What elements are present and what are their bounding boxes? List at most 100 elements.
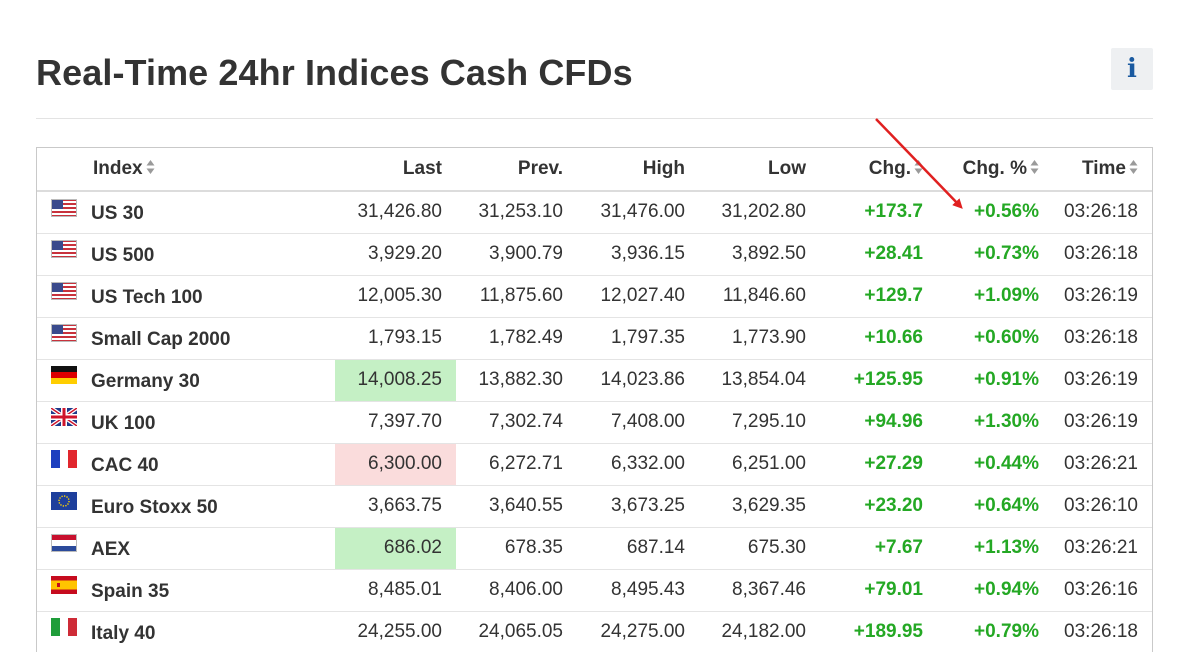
chg-pct-cell: +0.60% bbox=[937, 317, 1053, 360]
index-name-link[interactable]: Euro Stoxx 50 bbox=[91, 496, 218, 518]
prev-cell: 3,640.55 bbox=[456, 485, 577, 528]
high-cell: 14,023.86 bbox=[577, 359, 699, 402]
high-cell: 24,275.00 bbox=[577, 611, 699, 652]
page-title: Real-Time 24hr Indices Cash CFDs bbox=[36, 52, 633, 93]
table-row[interactable]: AEX 686.02 678.35 687.14 675.30 +7.67 +1.13% 03… bbox=[37, 527, 1152, 570]
chg-pct-cell: +1.13% bbox=[937, 527, 1053, 570]
index-name-link[interactable]: US 30 bbox=[91, 203, 144, 225]
chg-cell: +7.67 bbox=[820, 527, 937, 570]
table-row[interactable]: Spain 35 8,485.01 8,406.00 8,495.43 8,367.46… bbox=[37, 569, 1152, 612]
low-cell: 24,182.00 bbox=[699, 611, 820, 652]
low-cell: 675.30 bbox=[699, 527, 820, 570]
last-cell: 7,397.70 bbox=[335, 401, 456, 444]
index-name-cell[interactable]: CAC 40 bbox=[37, 443, 335, 486]
index-name-cell[interactable]: Germany 30 bbox=[37, 359, 335, 402]
index-name-cell[interactable]: Italy 40 bbox=[37, 611, 335, 652]
last-cell: 3,663.75 bbox=[335, 485, 456, 528]
chg-cell: +23.20 bbox=[820, 485, 937, 528]
table-row[interactable]: UK 100 7,397.70 7,302.74 7,408.00 7,295.10 +9… bbox=[37, 401, 1152, 444]
low-cell: 13,854.04 bbox=[699, 359, 820, 402]
index-name-link[interactable]: Italy 40 bbox=[91, 622, 156, 644]
france-flag-icon bbox=[51, 450, 77, 474]
prev-cell: 11,875.60 bbox=[456, 275, 577, 318]
chg-cell: +189.95 bbox=[820, 611, 937, 652]
table-row[interactable]: CAC 40 6,300.00 6,272.71 6,332.00 6,251.00 +2… bbox=[37, 443, 1152, 486]
prev-cell: 13,882.30 bbox=[456, 359, 577, 402]
sort-icon bbox=[1030, 160, 1039, 175]
last-cell: 686.02 bbox=[335, 527, 456, 570]
table-header-row: Index Last Prev. High Low Chg. Chg. % Ti… bbox=[37, 148, 1152, 192]
italy-flag-icon bbox=[51, 618, 77, 642]
table-body: US 30 31,426.80 31,253.10 31,476.00 31,202.8… bbox=[37, 191, 1152, 652]
index-name-cell[interactable]: US 30 bbox=[37, 191, 335, 234]
last-cell: 12,005.30 bbox=[335, 275, 456, 318]
index-name-link[interactable]: Spain 35 bbox=[91, 580, 170, 602]
column-header-last[interactable]: Last bbox=[335, 148, 456, 192]
column-header-low[interactable]: Low bbox=[699, 148, 820, 192]
sort-icon bbox=[914, 160, 923, 175]
index-name-link[interactable]: AEX bbox=[91, 538, 131, 560]
chg-pct-cell: +0.44% bbox=[937, 443, 1053, 486]
table-row[interactable]: US 30 31,426.80 31,253.10 31,476.00 31,202.8… bbox=[37, 191, 1152, 234]
germany-flag-icon bbox=[51, 366, 77, 390]
time-cell: 03:26:19 bbox=[1053, 275, 1152, 318]
chg-pct-cell: +0.64% bbox=[937, 485, 1053, 528]
table-row[interactable]: Italy 40 24,255.00 24,065.05 24,275.00 24,18… bbox=[37, 611, 1152, 652]
index-name-cell[interactable]: US 500 bbox=[37, 233, 335, 276]
high-cell: 12,027.40 bbox=[577, 275, 699, 318]
last-cell: 6,300.00 bbox=[335, 443, 456, 486]
index-name-link[interactable]: US 500 bbox=[91, 244, 155, 266]
table-row[interactable]: Small Cap 2000 1,793.15 1,782.49 1,797.35 1,… bbox=[37, 317, 1152, 360]
netherlands-flag-icon bbox=[51, 534, 77, 558]
low-cell: 7,295.10 bbox=[699, 401, 820, 444]
last-cell: 3,929.20 bbox=[335, 233, 456, 276]
low-cell: 3,892.50 bbox=[699, 233, 820, 276]
sort-icon bbox=[146, 160, 155, 175]
table-row[interactable]: Germany 30 14,008.25 13,882.30 14,023.86 13,… bbox=[37, 359, 1152, 402]
time-cell: 03:26:18 bbox=[1053, 191, 1152, 234]
index-name-link[interactable]: CAC 40 bbox=[91, 454, 159, 476]
index-name-link[interactable]: UK 100 bbox=[91, 412, 156, 434]
prev-cell: 3,900.79 bbox=[456, 233, 577, 276]
info-icon[interactable]: i bbox=[1111, 48, 1153, 90]
column-header-chg-pct[interactable]: Chg. % bbox=[937, 148, 1053, 192]
us-flag-icon bbox=[51, 198, 77, 223]
index-name-link[interactable]: Small Cap 2000 bbox=[91, 328, 231, 350]
table-row[interactable]: Euro Stoxx 50 3,663.75 3,640.55 3,673.25 3,6… bbox=[37, 485, 1152, 528]
index-name-link[interactable]: Germany 30 bbox=[91, 370, 200, 392]
low-cell: 1,773.90 bbox=[699, 317, 820, 360]
time-cell: 03:26:18 bbox=[1053, 317, 1152, 360]
time-cell: 03:26:18 bbox=[1053, 611, 1152, 652]
table-row[interactable]: US 500 3,929.20 3,900.79 3,936.15 3,892.50 +2… bbox=[37, 233, 1152, 276]
chg-cell: +129.7 bbox=[820, 275, 937, 318]
index-name-cell[interactable]: Spain 35 bbox=[37, 569, 335, 612]
indices-table-container: Index Last Prev. High Low Chg. Chg. % Ti… bbox=[36, 147, 1153, 652]
index-name-cell[interactable]: UK 100 bbox=[37, 401, 335, 444]
prev-cell: 31,253.10 bbox=[456, 191, 577, 234]
index-name-cell[interactable]: Euro Stoxx 50 bbox=[37, 485, 335, 528]
chg-pct-cell: +0.73% bbox=[937, 233, 1053, 276]
table-row[interactable]: US Tech 100 12,005.30 11,875.60 12,027.40 11… bbox=[37, 275, 1152, 318]
chg-cell: +28.41 bbox=[820, 233, 937, 276]
column-header-time[interactable]: Time bbox=[1053, 148, 1152, 192]
last-cell: 1,793.15 bbox=[335, 317, 456, 360]
low-cell: 8,367.46 bbox=[699, 569, 820, 612]
prev-cell: 24,065.05 bbox=[456, 611, 577, 652]
column-header-index[interactable]: Index bbox=[37, 148, 335, 192]
column-header-prev[interactable]: Prev. bbox=[456, 148, 577, 192]
column-header-chg[interactable]: Chg. bbox=[820, 148, 937, 192]
column-header-high[interactable]: High bbox=[577, 148, 699, 192]
index-name-cell[interactable]: US Tech 100 bbox=[37, 275, 335, 318]
high-cell: 8,495.43 bbox=[577, 569, 699, 612]
index-name-cell[interactable]: Small Cap 2000 bbox=[37, 317, 335, 360]
index-name-link[interactable]: US Tech 100 bbox=[91, 286, 203, 308]
time-cell: 03:26:21 bbox=[1053, 443, 1152, 486]
spain-flag-icon bbox=[51, 576, 77, 600]
index-name-cell[interactable]: AEX bbox=[37, 527, 335, 570]
chg-cell: +94.96 bbox=[820, 401, 937, 444]
time-cell: 03:26:10 bbox=[1053, 485, 1152, 528]
prev-cell: 7,302.74 bbox=[456, 401, 577, 444]
chg-cell: +79.01 bbox=[820, 569, 937, 612]
chg-pct-cell: +1.09% bbox=[937, 275, 1053, 318]
sort-icon bbox=[1129, 160, 1138, 175]
